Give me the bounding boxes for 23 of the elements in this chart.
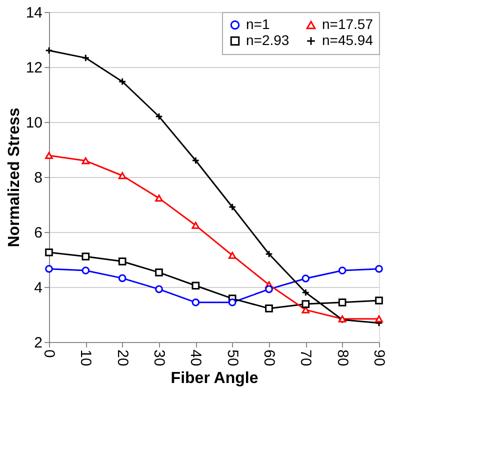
x-tick-label: 50	[224, 350, 241, 366]
legend-label: n=1	[246, 16, 270, 32]
y-tick-label: 8	[34, 170, 42, 186]
legend-label: n=2.93	[246, 32, 290, 48]
x-tick-label: 60	[260, 350, 278, 366]
x-tick-label: 80	[334, 350, 351, 366]
x-tick-label: 30	[150, 350, 168, 366]
y-tick-label: 12	[26, 60, 42, 76]
x-tick-label: 90	[370, 350, 388, 366]
y-tick-label: 14	[26, 4, 42, 22]
x-tick-label: 40	[187, 350, 204, 366]
y-tick-label: 10	[26, 114, 42, 132]
x-axis-title: Fiber Angle	[170, 370, 258, 388]
legend-label: n=45.94	[322, 32, 374, 48]
y-axis-title: Normalized Stress	[6, 108, 23, 248]
x-tick-label: 70	[297, 350, 314, 366]
y-tick-label: 6	[34, 224, 42, 242]
legend-label: n=17.57	[322, 16, 374, 32]
x-tick-label: 0	[40, 350, 58, 358]
x-tick-label: 20	[114, 350, 131, 366]
x-tick-label: 10	[77, 350, 94, 366]
y-tick-label: 2	[34, 334, 42, 352]
y-tick-label: 4	[34, 280, 42, 296]
